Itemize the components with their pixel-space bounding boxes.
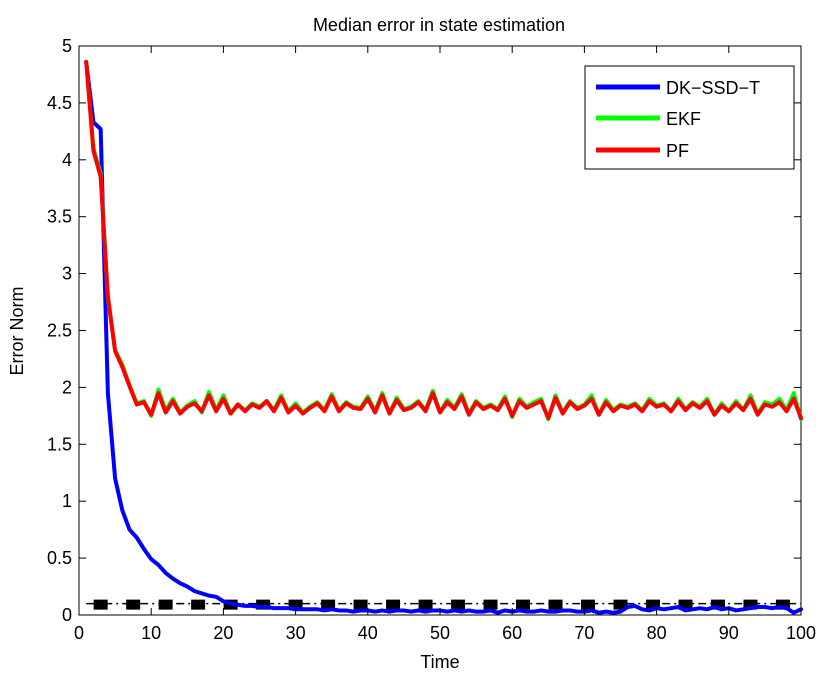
x-tick-label: 20 [213, 623, 233, 643]
reference-square-marker [158, 599, 173, 610]
y-tick-label: 5 [62, 36, 72, 56]
series-lines [84, 59, 803, 615]
x-tick-label: 70 [574, 623, 594, 643]
y-tick-label: 2 [62, 377, 72, 397]
reference-square-marker [743, 599, 758, 610]
y-tick-label: 1.5 [47, 434, 72, 454]
reference-square-marker [256, 599, 271, 610]
series-line-pf [84, 59, 803, 421]
legend-label-pf: PF [666, 141, 689, 161]
x-tick-label: 50 [430, 623, 450, 643]
reference-square-marker [321, 599, 336, 610]
reference-square-marker [126, 599, 141, 610]
y-tick-label: 4.5 [47, 93, 72, 113]
x-tick-label: 0 [74, 623, 84, 643]
reference-square-marker [483, 599, 498, 610]
reference-square-marker [451, 599, 466, 610]
x-tick-label: 90 [719, 623, 739, 643]
y-tick-label: 3.5 [47, 207, 72, 227]
x-tick-label: 80 [647, 623, 667, 643]
y-axis-label: Error Norm [7, 287, 27, 376]
x-tick-label: 100 [786, 623, 816, 643]
reference-square-marker [775, 599, 790, 610]
y-tick-label: 0.5 [47, 548, 72, 568]
reference-square-marker [93, 599, 108, 610]
reference-square-marker [288, 599, 303, 610]
y-tick-label: 4 [62, 150, 72, 170]
y-tick-label: 0 [62, 605, 72, 625]
x-tick-label: 60 [502, 623, 522, 643]
legend: DK−SSD−T EKF PF [584, 65, 795, 170]
chart-title: Median error in state estimation [313, 15, 565, 35]
reference-square-marker [386, 599, 401, 610]
y-tick-label: 3 [62, 264, 72, 284]
series-line-dk-ssd-t [84, 59, 803, 615]
reference-square-marker [418, 599, 433, 610]
reference-square-marker [645, 599, 660, 610]
legend-label-ekf: EKF [666, 109, 701, 129]
axes: 0 10 20 30 40 50 60 70 80 90 100 0 0.5 1 1.5 2 2.5 3 3.5 4 4… [47, 36, 816, 643]
y-tick-label: 2.5 [47, 321, 72, 341]
x-axis-label: Time [420, 652, 459, 672]
reference-square-marker [353, 599, 368, 610]
reference-square-marker [678, 599, 693, 610]
x-tick-label: 30 [286, 623, 306, 643]
reference-square-marker [710, 599, 725, 610]
reference-square-marker [613, 599, 628, 610]
legend-label-dk-ssd-t: DK−SSD−T [666, 78, 760, 98]
reference-square-marker [516, 599, 531, 610]
reference-square-marker [548, 599, 563, 610]
x-tick-label: 40 [358, 623, 378, 643]
x-tick-label: 10 [141, 623, 161, 643]
reference-square-marker [581, 599, 596, 610]
reference-square-marker [191, 599, 206, 610]
y-tick-label: 1 [62, 491, 72, 511]
